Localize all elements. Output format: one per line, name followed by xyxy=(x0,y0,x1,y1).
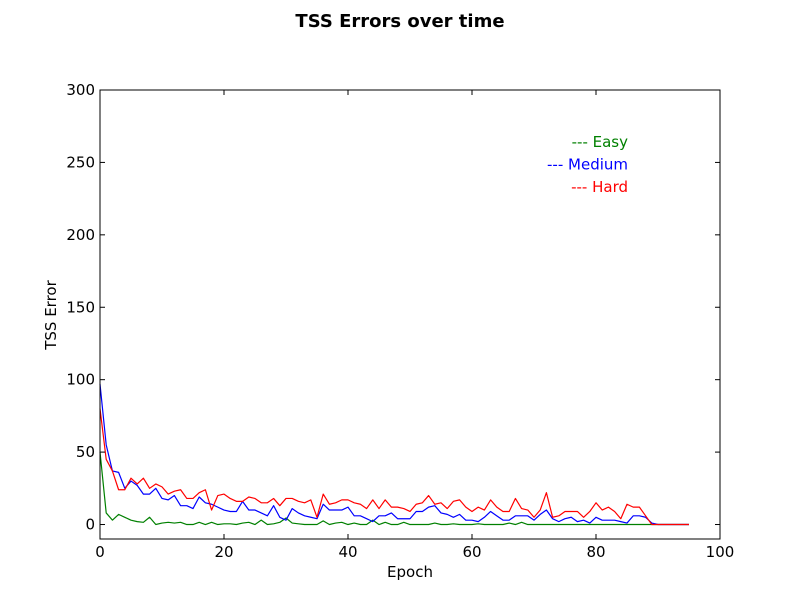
ticks-layer: 0 20 40 60 80 100 0 50 100 150 200 250 300 xyxy=(66,81,734,561)
legend-entry: --- Easy xyxy=(572,133,628,151)
legend: --- Easy --- Medium --- Hard xyxy=(547,133,628,196)
y-tick-label: 150 xyxy=(66,298,95,316)
x-tick-label: 0 xyxy=(95,543,105,561)
legend-entry: --- Medium xyxy=(547,156,628,174)
y-tick-label: 0 xyxy=(85,516,95,534)
y-tick-label: 100 xyxy=(66,371,95,389)
x-tick-label: 80 xyxy=(586,543,605,561)
series-line-easy xyxy=(99,452,689,526)
legend-entry: --- Hard xyxy=(571,178,628,196)
y-tick-label: 200 xyxy=(66,226,95,244)
x-axis-label: Epoch xyxy=(387,563,433,581)
y-tick-label: 50 xyxy=(76,443,95,461)
series-layer xyxy=(99,383,689,526)
plot-frame xyxy=(99,89,721,540)
chart-title: TSS Errors over time xyxy=(295,11,504,32)
x-tick-label: 60 xyxy=(462,543,481,561)
series-line-hard xyxy=(99,408,689,526)
x-tick-label: 20 xyxy=(214,543,233,561)
series-line-medium xyxy=(99,383,689,526)
y-tick-label: 300 xyxy=(66,81,95,99)
y-axis-label: TSS Error xyxy=(42,279,60,350)
plot-area xyxy=(100,90,720,539)
x-tick-label: 40 xyxy=(338,543,357,561)
x-tick-label: 100 xyxy=(706,543,735,561)
y-tick-label: 250 xyxy=(66,153,95,171)
